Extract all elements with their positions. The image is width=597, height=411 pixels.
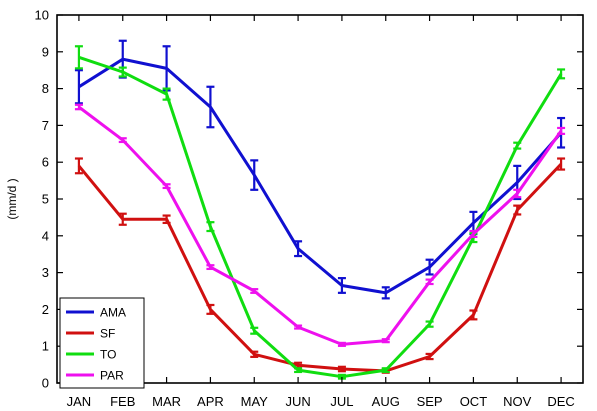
- y-tick-label: 8: [42, 81, 49, 96]
- error-bar-to: [381, 367, 390, 374]
- y-tick-label: 5: [42, 192, 49, 207]
- y-tick-label: 7: [42, 118, 49, 133]
- error-bar-sf: [337, 365, 346, 373]
- error-bar-to: [74, 45, 83, 70]
- error-bar-to: [513, 141, 522, 150]
- x-tick-label: DEC: [547, 394, 574, 409]
- legend-label-to: TO: [100, 348, 116, 362]
- error-bar-ama: [206, 85, 215, 129]
- x-tick-label: APR: [197, 394, 224, 409]
- series-line-sf: [77, 162, 563, 373]
- error-bar-par: [294, 324, 303, 330]
- error-bar-par: [469, 229, 478, 239]
- error-bar-sf: [557, 157, 566, 171]
- x-tick-label: NOV: [503, 394, 532, 409]
- y-tick-label: 3: [42, 265, 49, 280]
- y-tick-label: 0: [42, 376, 49, 391]
- error-bar-to: [118, 66, 127, 78]
- error-bar-sf: [162, 214, 171, 225]
- y-tick-label: 2: [42, 302, 49, 317]
- x-tick-label: JAN: [67, 394, 92, 409]
- error-bar-ama: [74, 69, 83, 105]
- error-bar-to: [250, 326, 259, 335]
- x-tick-label: OCT: [460, 394, 488, 409]
- error-bar-to: [425, 320, 434, 328]
- x-tick-label: FEB: [110, 394, 135, 409]
- error-bar-par: [250, 288, 259, 294]
- y-axis-label: (mm/d ): [5, 178, 19, 219]
- x-tick-label: JUL: [330, 394, 353, 409]
- error-bar-ama: [337, 277, 346, 294]
- x-tick-label: SEP: [417, 394, 443, 409]
- error-bar-par: [74, 103, 83, 111]
- error-bar-ama: [425, 258, 434, 276]
- y-tick-label: 1: [42, 339, 49, 354]
- error-bar-par: [118, 137, 127, 144]
- x-tick-label: JUN: [285, 394, 310, 409]
- chart-marks: [74, 39, 566, 380]
- error-bar-to: [162, 87, 171, 101]
- y-tick-label: 4: [42, 228, 49, 243]
- error-bar-par: [206, 264, 215, 271]
- error-bar-ama: [294, 240, 303, 258]
- error-bar-sf: [425, 352, 434, 361]
- series-line-to: [78, 55, 563, 379]
- error-bar-sf: [118, 212, 127, 226]
- error-bar-sf: [250, 350, 259, 358]
- error-bar-par: [557, 126, 566, 135]
- legend: AMA SF TO PAR: [59, 297, 145, 389]
- error-bar-par: [425, 278, 434, 286]
- legend-label-par: PAR: [100, 369, 124, 383]
- error-bar-par: [162, 183, 171, 190]
- legend-label-sf: SF: [100, 327, 115, 341]
- error-bar-to: [294, 367, 303, 374]
- error-bar-par: [513, 188, 522, 199]
- error-bar-sf: [74, 157, 83, 175]
- y-tick-label: 10: [35, 8, 49, 23]
- error-bar-sf: [469, 309, 478, 321]
- legend-label-ama: AMA: [100, 306, 126, 320]
- y-tick-label: 9: [42, 44, 49, 59]
- x-tick-label: MAY: [241, 394, 269, 409]
- error-bar-par: [337, 341, 346, 347]
- error-bar-ama: [250, 159, 259, 191]
- x-tick-label: AUG: [372, 394, 400, 409]
- series-line-par: [77, 105, 563, 346]
- x-tick-label: MAR: [152, 394, 181, 409]
- series-line-ama: [78, 57, 563, 295]
- error-bar-to: [557, 68, 566, 80]
- error-bar-sf: [206, 303, 215, 315]
- error-bar-sf: [513, 204, 522, 216]
- error-bar-to: [206, 221, 215, 233]
- error-bar-ama: [381, 286, 390, 300]
- error-bar-par: [381, 338, 390, 344]
- y-tick-label: 6: [42, 155, 49, 170]
